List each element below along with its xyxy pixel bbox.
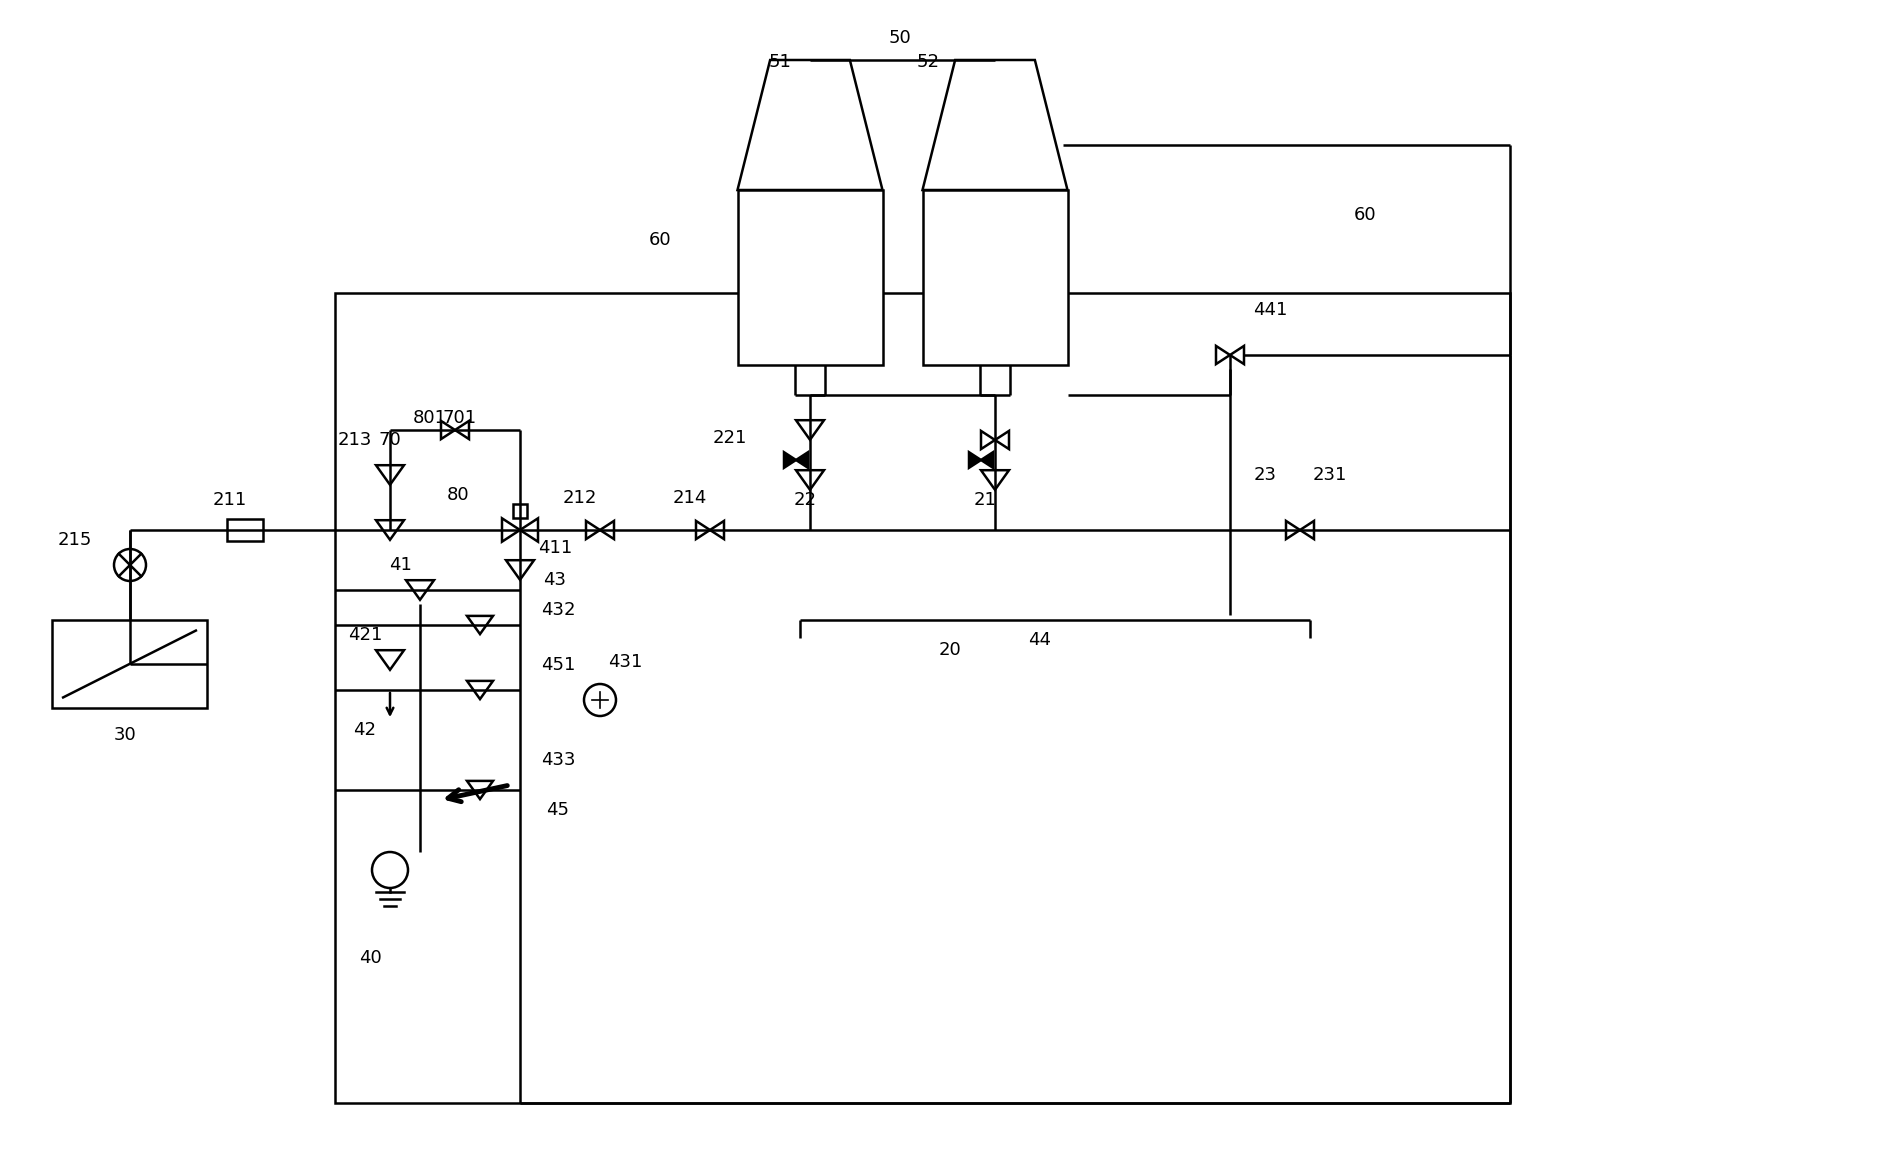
- Bar: [737, 190, 883, 365]
- Text: 45: 45: [546, 801, 569, 819]
- Text: 213: 213: [338, 431, 373, 449]
- Bar: [51, 620, 206, 708]
- Text: 20: 20: [938, 641, 961, 659]
- Text: 421: 421: [348, 626, 382, 644]
- Bar: [227, 519, 263, 541]
- Text: 433: 433: [541, 751, 575, 770]
- Text: 211: 211: [214, 491, 248, 509]
- Text: 431: 431: [607, 653, 643, 671]
- Polygon shape: [785, 452, 796, 468]
- Text: 411: 411: [537, 539, 573, 557]
- Text: 43: 43: [543, 571, 567, 589]
- Text: 52: 52: [917, 53, 940, 71]
- Text: 80: 80: [446, 486, 469, 504]
- Text: 22: 22: [794, 491, 817, 509]
- Polygon shape: [981, 452, 993, 468]
- Text: 60: 60: [649, 231, 671, 249]
- Bar: [335, 293, 1511, 1103]
- Text: 21: 21: [974, 491, 997, 509]
- Text: 44: 44: [1029, 630, 1051, 649]
- Text: 701: 701: [442, 409, 477, 427]
- Text: 451: 451: [541, 656, 575, 675]
- Text: 23: 23: [1254, 466, 1276, 484]
- Text: 50: 50: [889, 29, 911, 48]
- Text: 60: 60: [1354, 206, 1377, 224]
- Text: 41: 41: [388, 556, 412, 574]
- Text: 40: 40: [359, 949, 382, 967]
- Text: 51: 51: [768, 53, 792, 71]
- Text: 42: 42: [354, 721, 376, 739]
- Text: 801: 801: [412, 409, 446, 427]
- Text: 212: 212: [564, 489, 598, 506]
- Bar: [512, 504, 528, 518]
- Polygon shape: [796, 452, 807, 468]
- Text: 214: 214: [673, 489, 707, 506]
- Text: 215: 215: [59, 531, 93, 549]
- Text: 441: 441: [1254, 301, 1288, 319]
- Text: 70: 70: [378, 431, 401, 449]
- Text: 30: 30: [113, 726, 136, 744]
- Polygon shape: [737, 60, 883, 190]
- Circle shape: [584, 684, 616, 716]
- Polygon shape: [968, 452, 981, 468]
- Text: 231: 231: [1312, 466, 1346, 484]
- Bar: [923, 190, 1068, 365]
- Text: 432: 432: [541, 602, 575, 619]
- Polygon shape: [923, 60, 1068, 190]
- Text: 221: 221: [713, 429, 747, 447]
